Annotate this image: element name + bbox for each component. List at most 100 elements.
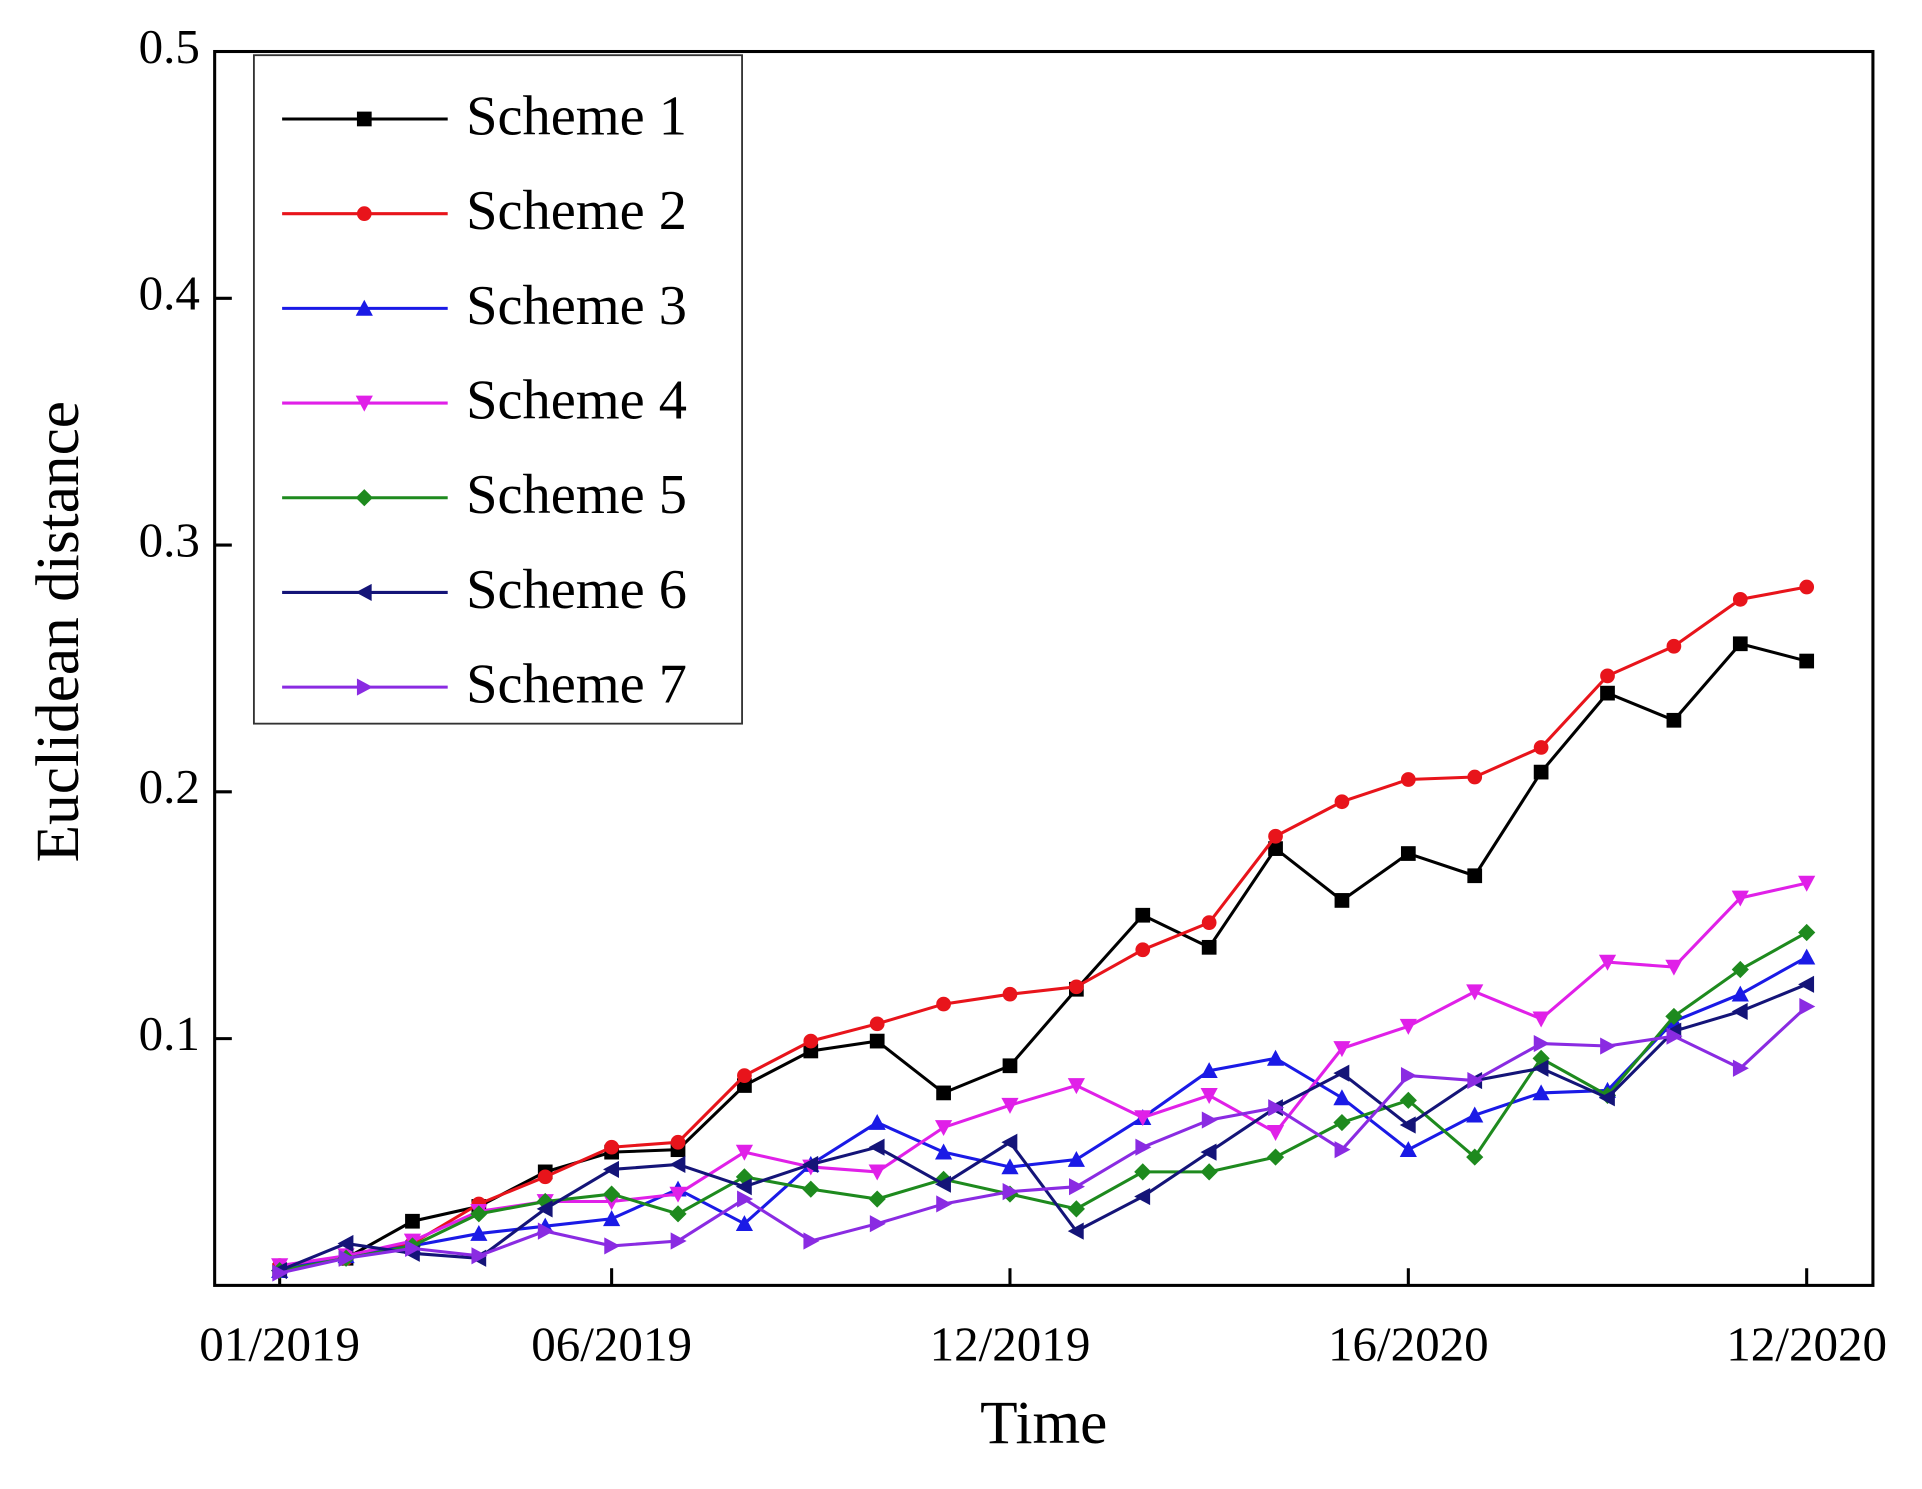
x-tick-label: 12/2020 xyxy=(1726,1316,1887,1371)
x-tick-label: 12/2019 xyxy=(930,1316,1091,1371)
legend-marker xyxy=(356,678,373,696)
point xyxy=(669,1155,686,1174)
point xyxy=(337,1234,354,1253)
point xyxy=(1333,1089,1351,1106)
point xyxy=(272,1264,289,1282)
series-line xyxy=(279,585,1807,1268)
legend-label: Scheme 5 xyxy=(466,464,687,526)
legend-marker xyxy=(355,299,373,316)
x-tick-label: 16/2020 xyxy=(1328,1316,1489,1371)
point xyxy=(868,1113,886,1130)
x-tick-label: 01/2019 xyxy=(199,1316,360,1371)
point xyxy=(1533,740,1549,755)
point xyxy=(1666,712,1682,728)
point xyxy=(737,1190,753,1208)
point xyxy=(936,996,951,1012)
point xyxy=(1134,1187,1151,1206)
point xyxy=(471,1247,488,1265)
legend-label: Scheme 6 xyxy=(466,559,687,621)
point xyxy=(1467,868,1483,884)
legend-marker xyxy=(356,206,372,222)
point xyxy=(338,1249,355,1267)
legend-label: Scheme 1 xyxy=(466,85,687,147)
series-line xyxy=(279,931,1808,1273)
point xyxy=(1533,1034,1550,1053)
point xyxy=(869,1033,885,1049)
legend-marker xyxy=(355,395,373,412)
point xyxy=(868,1164,886,1181)
point xyxy=(1069,979,1084,995)
point xyxy=(1466,1148,1484,1166)
point xyxy=(1001,1158,1019,1175)
point xyxy=(935,1120,953,1137)
point xyxy=(604,1237,621,1255)
point xyxy=(1135,942,1151,958)
point xyxy=(1268,841,1283,856)
y-tick-label: 0.5 xyxy=(139,19,200,74)
point xyxy=(1134,1110,1152,1127)
point xyxy=(1135,907,1151,923)
point xyxy=(1200,1062,1218,1079)
y-tick-label: 0.1 xyxy=(139,1006,200,1061)
point xyxy=(670,1232,687,1250)
point xyxy=(1400,846,1416,861)
point xyxy=(1266,1148,1285,1166)
point xyxy=(1798,923,1816,942)
point xyxy=(1134,1163,1152,1181)
plot-frame xyxy=(213,49,1875,1287)
x-axis-title: Time xyxy=(980,1389,1107,1457)
point xyxy=(1467,769,1483,785)
series-line xyxy=(279,982,1808,1273)
point xyxy=(935,1143,953,1160)
point xyxy=(1732,1059,1749,1077)
point xyxy=(604,1139,619,1155)
y-tick-label: 0.4 xyxy=(139,266,200,321)
legend-marker xyxy=(355,583,372,601)
point xyxy=(1001,1097,1019,1114)
point xyxy=(735,1178,752,1196)
y-tick-label: 0.3 xyxy=(139,512,200,567)
point xyxy=(1069,1178,1085,1196)
point xyxy=(1666,1027,1683,1045)
series-line xyxy=(279,955,1808,1273)
point xyxy=(1732,591,1748,607)
point xyxy=(1334,893,1350,908)
point xyxy=(1600,668,1615,684)
point xyxy=(1600,1037,1617,1055)
legend-label: Scheme 3 xyxy=(466,275,687,337)
point xyxy=(1798,875,1816,892)
point xyxy=(1333,1041,1351,1058)
point xyxy=(1002,1183,1019,1201)
point xyxy=(1799,579,1815,595)
point xyxy=(1333,1064,1350,1082)
point xyxy=(802,1180,820,1198)
point xyxy=(936,1195,953,1213)
point xyxy=(1067,1078,1085,1095)
point xyxy=(536,1192,554,1211)
point xyxy=(869,1215,886,1233)
point xyxy=(1600,685,1615,701)
point xyxy=(1467,1071,1484,1090)
point xyxy=(1201,915,1217,930)
point xyxy=(1200,1163,1218,1181)
point xyxy=(1665,1007,1683,1025)
point xyxy=(669,1186,687,1203)
point xyxy=(1266,1125,1285,1141)
point xyxy=(1532,1059,1549,1077)
point xyxy=(1798,975,1815,993)
point xyxy=(1798,948,1816,965)
point xyxy=(1598,1089,1615,1107)
point xyxy=(1067,1150,1085,1167)
point xyxy=(1532,1011,1550,1028)
point xyxy=(1201,939,1217,955)
point xyxy=(537,1222,554,1240)
point xyxy=(670,1134,686,1150)
point xyxy=(869,1016,885,1032)
point xyxy=(1200,1143,1217,1161)
point xyxy=(1334,794,1350,810)
point xyxy=(537,1169,553,1185)
legend-label: Scheme 7 xyxy=(466,654,687,716)
point xyxy=(1532,1084,1550,1101)
point xyxy=(936,1085,951,1101)
point xyxy=(1732,636,1748,652)
